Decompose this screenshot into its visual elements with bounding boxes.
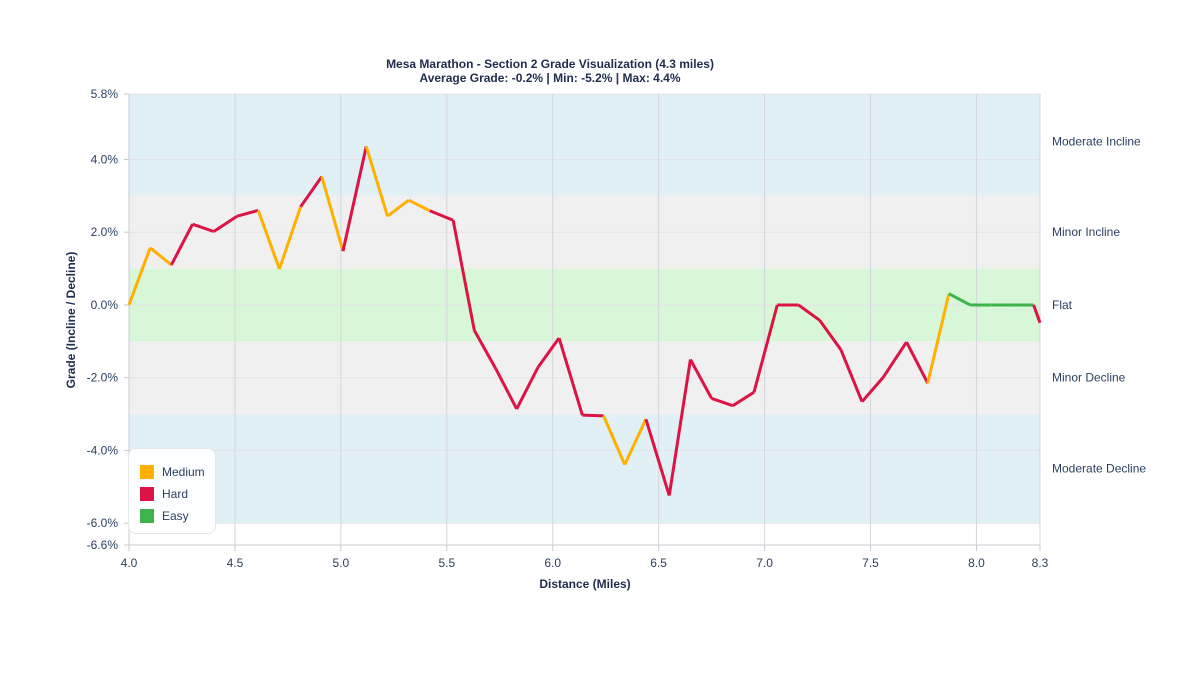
grade-segment-medium[interactable] — [127, 247, 152, 306]
grade-segment-hard[interactable] — [212, 214, 238, 233]
legend-item-easy[interactable]: Easy — [140, 505, 215, 527]
zone-label: Moderate Incline — [1052, 134, 1141, 148]
chart-title: Mesa Marathon - Section 2 Grade Visualiz… — [0, 57, 1100, 85]
x-tick-label: 5.5 — [438, 556, 455, 570]
zone-label: Minor Decline — [1052, 371, 1126, 385]
y-tick-label: -6.0% — [87, 516, 119, 530]
legend-item-medium[interactable]: Medium — [140, 461, 215, 483]
chart-title-line1: Mesa Marathon - Section 2 Grade Visualiz… — [386, 57, 714, 71]
y-tick-label: 0.0% — [91, 298, 119, 312]
x-tick-label: 5.0 — [333, 556, 350, 570]
y-tick-label: -4.0% — [87, 443, 119, 457]
grade-segment-hard[interactable] — [644, 418, 671, 496]
grade-segment-hard[interactable] — [536, 337, 561, 369]
grade-segment-medium[interactable] — [278, 206, 303, 270]
grade-segment-hard[interactable] — [1032, 304, 1042, 324]
zone-label: Minor Incline — [1052, 225, 1120, 239]
x-tick-label: 8.0 — [968, 556, 985, 570]
grade-segment-hard[interactable] — [711, 397, 734, 408]
grade-segment-hard[interactable] — [299, 175, 324, 208]
grade-segment-hard[interactable] — [515, 366, 540, 410]
grade-segment-hard[interactable] — [582, 413, 604, 418]
grade-segment-medium[interactable] — [407, 198, 431, 213]
grade-segment-medium[interactable] — [320, 176, 345, 252]
grade-segment-medium[interactable] — [386, 199, 410, 218]
chart-subtitle: Average Grade: -0.2% | Min: -5.2% | Max:… — [419, 71, 681, 85]
y-tick-label: 5.8% — [91, 87, 119, 101]
legend-label: Medium — [162, 465, 205, 479]
legend-swatch-hard-icon — [140, 487, 154, 501]
grade-segment-easy[interactable] — [948, 292, 971, 307]
grade-segment-hard[interactable] — [192, 222, 215, 233]
grade-segment-hard[interactable] — [451, 219, 476, 331]
grade-segment-hard[interactable] — [818, 319, 843, 351]
grade-segment-hard[interactable] — [473, 329, 497, 369]
x-tick-label: 7.5 — [862, 556, 879, 570]
grade-segment-hard[interactable] — [860, 376, 885, 403]
grade-segment-medium[interactable] — [623, 418, 648, 466]
y-axis-title: Grade (Incline / Decline) — [64, 252, 78, 389]
grade-segment-hard[interactable] — [557, 337, 584, 416]
x-tick-label: 6.0 — [544, 556, 561, 570]
legend-swatch-easy-icon — [140, 509, 154, 523]
grade-segment-medium[interactable] — [926, 293, 951, 384]
grade-segment-hard[interactable] — [839, 349, 864, 403]
y-tick-label: -6.6% — [87, 538, 119, 552]
legend-item-hard[interactable]: Hard — [140, 483, 215, 505]
axes: 5.8% 4.0% 2.0% 0.0% -2.0% -4.0% -6.0% -6.6%4.0 4… — [87, 87, 1049, 570]
grade-segment-medium[interactable] — [256, 209, 281, 270]
zone-bands — [129, 94, 1040, 524]
zone-label: Flat — [1052, 298, 1073, 312]
legend-label: Easy — [162, 509, 189, 523]
grade-line — [127, 145, 1042, 496]
x-tick-label: 7.0 — [756, 556, 773, 570]
y-tick-label: 4.0% — [91, 152, 119, 166]
legend: Medium Hard Easy — [128, 448, 216, 534]
grade-segment-medium[interactable] — [149, 246, 173, 267]
y-tick-label: -2.0% — [87, 371, 119, 385]
x-tick-label: 4.5 — [227, 556, 244, 570]
grade-segment-hard[interactable] — [170, 223, 194, 266]
x-tick-label: 4.0 — [121, 556, 138, 570]
grade-segment-hard[interactable] — [752, 304, 779, 393]
gridlines — [128, 93, 1041, 546]
grade-segment-hard[interactable] — [429, 209, 454, 222]
x-axis-title: Distance (Miles) — [539, 577, 630, 591]
grade-segment-hard[interactable] — [797, 303, 821, 322]
grade-segment-hard[interactable] — [341, 146, 368, 252]
grade-segment-hard[interactable] — [731, 390, 755, 407]
grade-segment-hard[interactable] — [881, 341, 908, 379]
grade-segment-hard[interactable] — [689, 358, 713, 400]
zone-band — [129, 94, 1040, 196]
grade-segment-hard[interactable] — [494, 367, 519, 410]
legend-label: Hard — [162, 487, 189, 501]
zone-label: Moderate Decline — [1052, 462, 1146, 476]
x-tick-label: 8.3 — [1032, 556, 1049, 570]
y-tick-label: 2.0% — [91, 225, 119, 239]
zone-labels: Moderate Incline Minor Incline Flat Minor D… — [1052, 134, 1146, 475]
legend-swatch-medium-icon — [140, 465, 154, 479]
grade-segment-hard[interactable] — [667, 359, 692, 496]
grade-segment-hard[interactable] — [905, 341, 930, 384]
grade-segment-medium[interactable] — [364, 145, 389, 217]
grade-segment-medium[interactable] — [602, 415, 627, 466]
x-tick-label: 6.5 — [650, 556, 667, 570]
grade-segment-hard[interactable] — [236, 208, 259, 218]
zone-band — [129, 414, 1040, 524]
